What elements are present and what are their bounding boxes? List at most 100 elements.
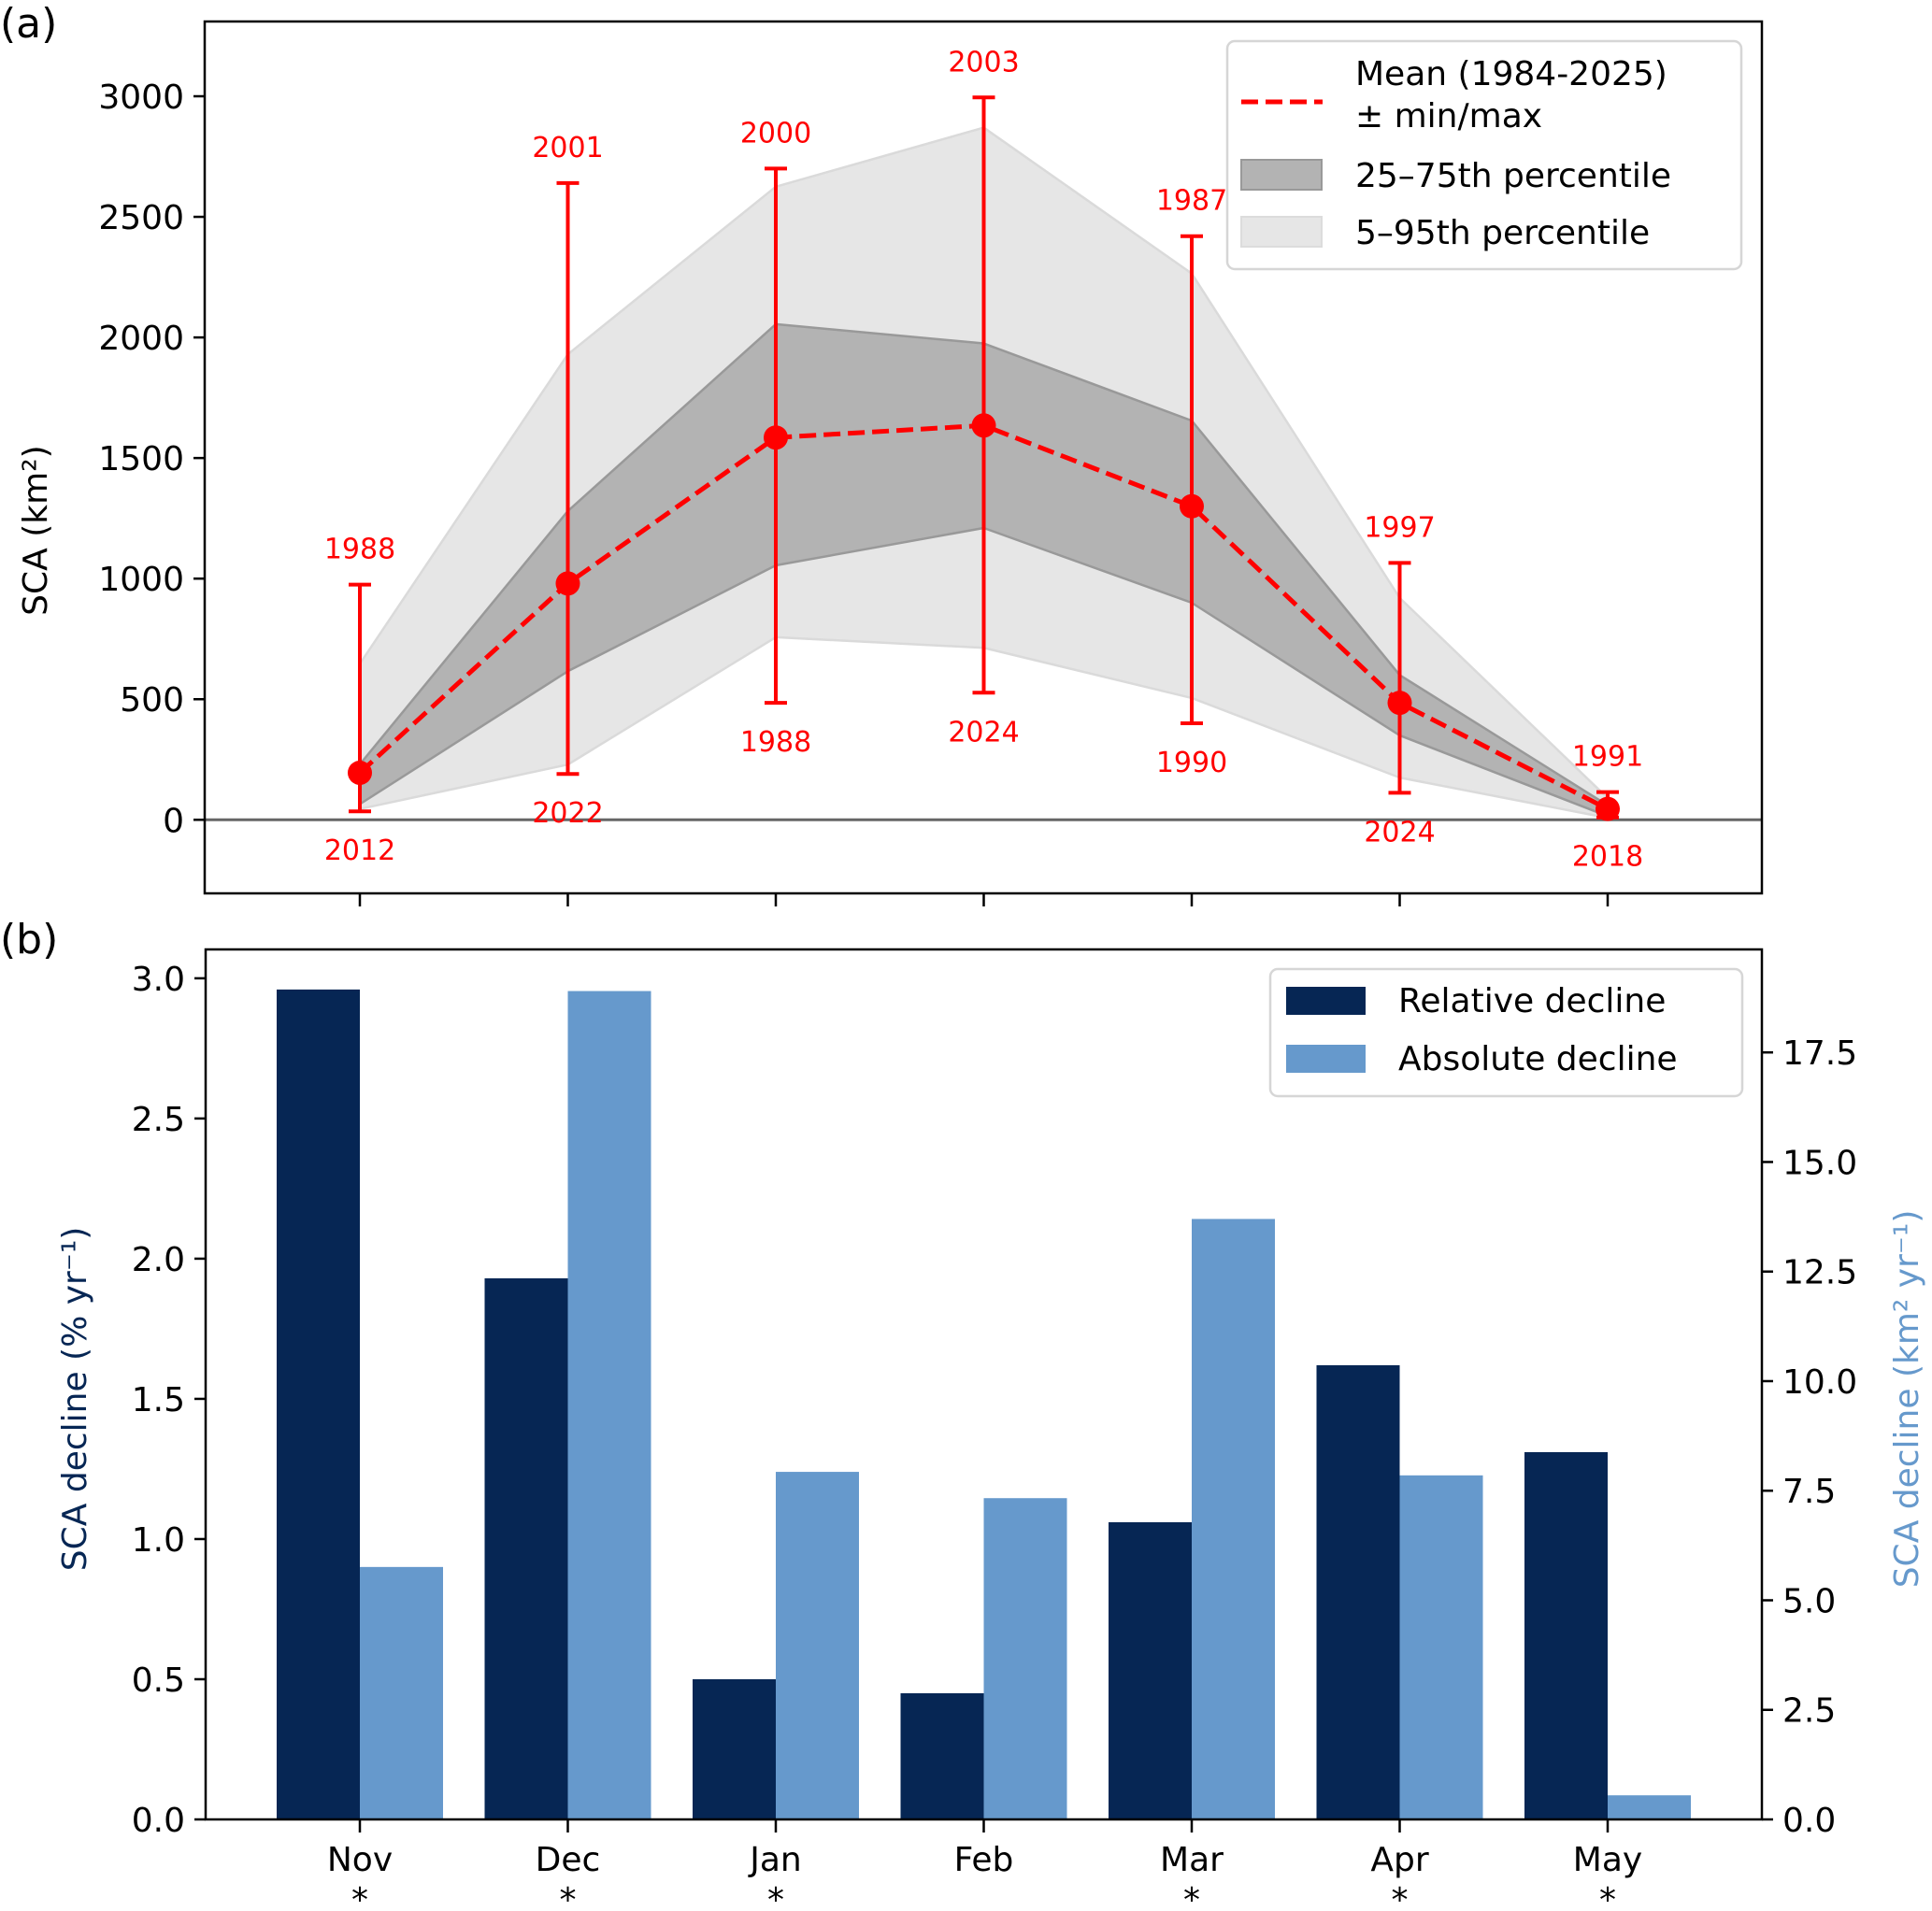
year-labels: 1988 2012 2001 2022 2000 1988 2003 2024 1987 1990… [324, 46, 1643, 873]
mean-point-mar [1180, 493, 1204, 519]
y-tick-label: 3.0 [132, 961, 185, 999]
legend-iqr-label: 25–75th percentile [1355, 157, 1671, 195]
max-year-label: 1991 [1572, 741, 1643, 774]
y-tick-label: 2500 [98, 199, 184, 237]
bars [277, 989, 1691, 1819]
significance-marker: * [351, 1881, 368, 1911]
mean-point-may [1596, 796, 1620, 821]
left-y-axis-label: SCA decline (% yr⁻¹) [56, 1227, 94, 1572]
bar-relative-may [1524, 1451, 1608, 1819]
panel-a-label: (a) [0, 0, 57, 48]
legend: Mean (1984-2025) ± min/max 25–75th perce… [1225, 39, 1743, 271]
mean-point-apr [1387, 691, 1412, 716]
legend-relative-swatch [1286, 987, 1366, 1015]
x-tick-label-mar: Mar [1160, 1841, 1224, 1879]
x-tick-label-jan: Jan [748, 1841, 802, 1879]
bar-relative-feb [900, 1692, 984, 1819]
x-tick-label-feb: Feb [954, 1841, 1014, 1879]
bar-relative-jan [693, 1678, 776, 1819]
y-tick-right-label: 15.0 [1782, 1144, 1857, 1182]
significance-marker: * [560, 1881, 577, 1911]
legend-mean-label: Mean (1984-2025) [1355, 55, 1667, 93]
mean-point-feb [971, 413, 996, 438]
legend-p5-95-label: 5–95th percentile [1355, 214, 1650, 252]
right-y-axis-label: SCA decline (km² yr⁻¹) [1888, 1210, 1926, 1589]
legend-iqr-swatch [1240, 159, 1323, 191]
min-year-label: 2024 [1364, 816, 1435, 849]
legend-relative-label: Relative decline [1398, 982, 1666, 1020]
panel-a: 1988 2012 2001 2022 2000 1988 2003 2024 1987 1990… [17, 20, 1764, 906]
mean-point-jan [764, 425, 788, 450]
max-year-label: 1997 [1364, 511, 1435, 544]
panel-b-label: (b) [0, 916, 58, 963]
y-tick-right-label: 7.5 [1782, 1473, 1836, 1511]
min-year-label: 2012 [324, 834, 395, 867]
y-tick-label: 0.0 [132, 1802, 185, 1840]
legend-absolute-label: Absolute decline [1398, 1040, 1678, 1078]
y-tick-right-label: 5.0 [1782, 1582, 1836, 1620]
max-year-label: 1988 [324, 534, 395, 566]
y-tick-label: 1.5 [132, 1381, 185, 1419]
bar-absolute-may [1608, 1795, 1691, 1819]
mean-markers [348, 413, 1620, 821]
max-year-label: 1987 [1156, 185, 1227, 218]
legend-absolute-swatch [1286, 1045, 1366, 1073]
y-tick-label: 2.5 [132, 1101, 185, 1139]
legend-p5-95-swatch [1240, 216, 1323, 248]
y-tick-label: 2.0 [132, 1241, 185, 1279]
y-tick-right-label: 10.0 [1782, 1363, 1857, 1402]
legend-box [1225, 39, 1743, 271]
bar-absolute-nov [360, 1566, 443, 1819]
significance-marker: * [1183, 1881, 1200, 1911]
y-tick-label: 1500 [98, 440, 184, 478]
min-year-label: 2018 [1572, 841, 1643, 874]
bar-relative-apr [1316, 1364, 1400, 1819]
y-tick-label: 0.5 [132, 1661, 185, 1700]
y-tick-label: 0 [163, 802, 184, 840]
y-axis-label: SCA (km²) [17, 445, 55, 616]
significance-marker: * [767, 1881, 784, 1911]
x-axis-ticks [358, 893, 1610, 906]
bar-relative-mar [1109, 1521, 1192, 1819]
max-year-label: 2000 [740, 117, 811, 150]
x-tick-label-apr: Apr [1370, 1841, 1428, 1879]
min-year-label: 1988 [740, 726, 811, 759]
max-year-label: 2001 [532, 132, 603, 164]
x-tick-label-nov: Nov [327, 1841, 393, 1879]
bar-absolute-feb [983, 1498, 1067, 1819]
significance-marker: * [1599, 1881, 1616, 1911]
panel-b: 0.0 0.5 1.0 1.5 2.0 2.5 3.0 0.0 2.5 5.0 7.5 10.0 12… [56, 948, 1926, 1911]
legend-box [1268, 967, 1744, 1098]
legend-mean-sublabel: ± min/max [1355, 97, 1542, 135]
max-year-label: 2003 [948, 46, 1019, 78]
y-tick-label: 500 [120, 681, 184, 720]
bar-relative-dec [484, 1277, 568, 1819]
min-year-label: 2022 [532, 797, 603, 830]
y-tick-label: 2000 [98, 320, 184, 358]
left-y-axis-ticks: 0.0 0.5 1.0 1.5 2.0 2.5 3.0 [132, 961, 206, 1840]
bar-relative-nov [277, 989, 360, 1819]
y-tick-right-label: 17.5 [1782, 1034, 1857, 1073]
bar-absolute-mar [1192, 1219, 1275, 1819]
bar-absolute-dec [567, 991, 651, 1819]
right-y-axis-ticks: 0.0 2.5 5.0 7.5 10.0 12.5 15.0 17.5 [1762, 1034, 1857, 1840]
y-axis-ticks: 0 500 1000 1500 2000 2500 3000 [98, 78, 205, 840]
legend: Relative decline Absolute decline [1268, 967, 1744, 1098]
significance-marker: * [1392, 1881, 1409, 1911]
min-year-label: 1990 [1156, 747, 1227, 779]
y-tick-label: 1.0 [132, 1521, 185, 1560]
bar-absolute-apr [1399, 1475, 1483, 1819]
min-year-label: 2024 [948, 716, 1019, 749]
bar-absolute-jan [776, 1472, 859, 1819]
mean-point-dec [555, 571, 580, 596]
y-tick-label: 1000 [98, 561, 184, 599]
y-tick-right-label: 2.5 [1782, 1692, 1836, 1731]
mean-point-nov [348, 760, 372, 785]
y-tick-right-label: 0.0 [1782, 1802, 1836, 1840]
y-tick-label: 3000 [98, 78, 184, 117]
x-tick-label-dec: Dec [536, 1841, 601, 1879]
x-axis-ticks: Nov*Dec*Jan*Feb Mar*Apr*May* [327, 1819, 1642, 1911]
x-tick-label-may: May [1573, 1841, 1642, 1879]
y-tick-right-label: 12.5 [1782, 1254, 1857, 1292]
